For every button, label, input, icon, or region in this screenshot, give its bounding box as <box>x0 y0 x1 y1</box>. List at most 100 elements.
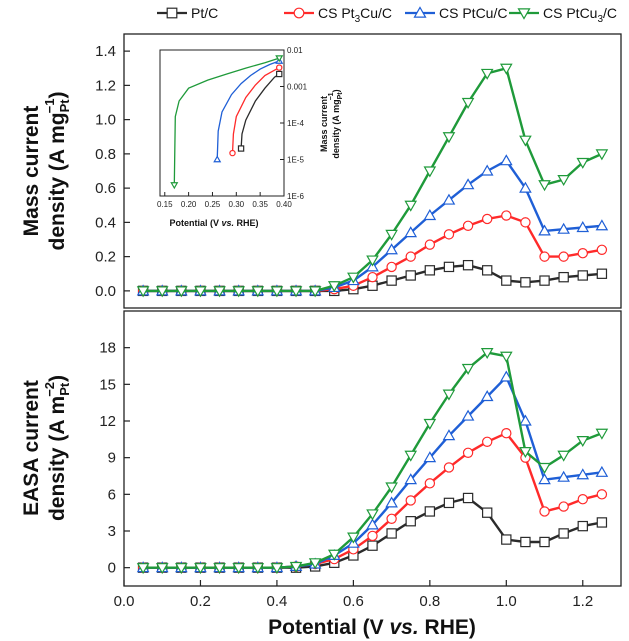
bottom-xtick-label: 0.2 <box>190 593 211 610</box>
bottom-point-pt-c <box>386 528 397 539</box>
top-point-cs-ptcu3-c <box>251 286 265 298</box>
top-point-cs-ptcu3-c <box>194 286 207 298</box>
inset-series-cs-pt3cu-c <box>229 64 283 157</box>
top-point-pt-c <box>539 275 550 286</box>
bottom-point-pt-c <box>481 507 493 518</box>
bottom-point-cs-pt3cu-c <box>577 494 588 505</box>
inset-xtick-label: 0.40 <box>276 200 292 209</box>
series-bottom <box>136 347 609 575</box>
top-point-cs-ptcu-c <box>595 219 609 231</box>
top-point-cs-pt3cu-c <box>424 239 436 250</box>
inset-point-cs-ptcu-c <box>213 155 222 163</box>
bottom-point-cs-pt3cu-c <box>558 501 569 512</box>
ylabel-bottom-line2: density (A mPt−2) <box>42 375 72 521</box>
bottom-ytick-label: 6 <box>108 486 116 503</box>
bottom-point-cs-ptcu3-c <box>270 563 284 575</box>
bottom-point-cs-ptcu-c <box>404 473 418 485</box>
top-ytick-label: 0.6 <box>95 180 116 197</box>
bottom-ytick-label: 18 <box>99 340 116 357</box>
bottom-point-pt-c <box>462 492 474 504</box>
ylabel-bottom-line1: EASA current <box>20 380 43 516</box>
bottom-ytick-label: 15 <box>99 376 116 393</box>
top-point-cs-ptcu-c <box>557 222 570 234</box>
bottom-point-pt-c <box>367 540 378 551</box>
top-point-cs-ptcu-c <box>576 221 590 233</box>
inset-line-cs-ptcu3-c <box>173 57 280 186</box>
top-point-cs-pt3cu-c <box>443 229 455 240</box>
legend-item-pt-c: Pt/C <box>157 5 218 21</box>
bottom-point-cs-ptcu-c <box>423 451 437 463</box>
top-ytick-label: 0.0 <box>95 283 116 300</box>
top-point-pt-c <box>405 270 416 281</box>
bottom-point-cs-ptcu-c <box>595 465 609 477</box>
top-point-cs-ptcu3-c <box>480 68 494 80</box>
bottom-xtick-label: 1.2 <box>572 593 593 610</box>
ylabel-top-line1: Mass current <box>20 106 43 237</box>
top-point-cs-ptcu3-c <box>519 135 532 147</box>
bottom-point-cs-ptcu3-c <box>136 563 150 575</box>
legend-label: Pt/C <box>191 5 218 21</box>
bottom-point-cs-ptcu3-c <box>461 363 475 375</box>
bottom-point-cs-ptcu3-c <box>480 347 494 360</box>
legend-item-cs-ptcu3-c: CS PtCu3/C <box>509 5 617 25</box>
legend-item-cs-pt3cu-c: CS Pt3Cu/C <box>284 5 392 25</box>
top-point-cs-ptcu3-c <box>270 286 284 298</box>
bottom-ytick-label: 0 <box>108 560 116 577</box>
bottom-point-cs-ptcu-c <box>442 429 456 441</box>
inset-ylabel-line2: density (A mgPt−1) <box>328 89 344 158</box>
inset-xtick-label: 0.30 <box>229 200 245 209</box>
bottom-point-pt-c <box>520 536 531 548</box>
top-ytick-label: 0.2 <box>95 249 116 266</box>
x-ticks-bottom: 0.0 0.2 0.4 0.6 0.8 1.0 1.2 <box>114 580 593 610</box>
legend-item-cs-ptcu-c: CS PtCu/C <box>405 5 507 21</box>
top-point-cs-ptcu-c <box>480 164 494 176</box>
bottom-point-cs-ptcu3-c <box>576 435 590 448</box>
top-point-cs-pt3cu-c <box>405 251 416 262</box>
bottom-point-cs-ptcu-c <box>480 390 494 402</box>
inset-point-pt-c <box>276 70 283 78</box>
inset-ytick-label: 0.001 <box>287 83 308 92</box>
inset-point-cs-pt3cu-c <box>276 64 283 71</box>
inset-xtick-label: 0.35 <box>252 200 268 209</box>
top-point-pt-c <box>386 275 397 286</box>
bottom-point-cs-ptcu3-c <box>499 351 513 363</box>
top-point-cs-ptcu3-c <box>232 286 246 298</box>
top-point-cs-pt3cu-c <box>386 261 397 273</box>
top-point-cs-ptcu3-c <box>557 174 570 187</box>
bottom-point-cs-ptcu3-c <box>557 450 570 462</box>
legend-marker <box>517 8 531 20</box>
bottom-point-pt-c <box>443 497 455 509</box>
top-ytick-label: 1.4 <box>95 43 116 60</box>
top-point-cs-pt3cu-c <box>367 271 378 283</box>
bottom-point-cs-pt3cu-c <box>443 462 455 473</box>
bottom-point-cs-ptcu3-c <box>385 482 398 494</box>
top-point-cs-ptcu3-c <box>461 97 475 109</box>
top-point-pt-c <box>481 265 493 276</box>
bottom-point-cs-pt3cu-c <box>386 513 397 524</box>
top-point-cs-ptcu3-c <box>576 157 590 169</box>
top-point-cs-ptcu3-c <box>404 200 418 212</box>
bottom-point-cs-ptcu-c <box>576 468 590 480</box>
bottom-point-cs-ptcu-c <box>461 409 475 421</box>
top-point-cs-pt3cu-c <box>501 210 512 221</box>
top-point-pt-c <box>577 270 588 281</box>
inset-point-pt-c <box>237 145 245 152</box>
inset-ytick-label: 1E-6 <box>287 192 304 201</box>
top-point-cs-ptcu3-c <box>499 63 513 75</box>
legend-marker <box>413 6 427 18</box>
bottom-point-pt-c <box>501 534 512 545</box>
ylabel-top-line2: density (A mgPt−1) <box>42 92 72 251</box>
inset-series-cs-ptcu3-c <box>170 55 284 190</box>
inset-line-cs-ptcu-c <box>216 60 280 160</box>
inset-xlabel: Potential (V vs. RHE) <box>169 218 258 228</box>
bottom-ytick-label: 3 <box>108 523 116 540</box>
legend-label: CS PtCu/C <box>439 5 507 21</box>
bottom-point-cs-ptcu3-c <box>175 563 188 575</box>
bottom-point-cs-ptcu3-c <box>213 563 226 575</box>
top-point-cs-ptcu3-c <box>155 286 169 298</box>
top-point-cs-pt3cu-c <box>481 213 493 225</box>
bottom-point-cs-ptcu3-c <box>595 428 609 440</box>
top-point-cs-ptcu3-c <box>385 229 398 241</box>
top-point-pt-c <box>443 261 455 273</box>
